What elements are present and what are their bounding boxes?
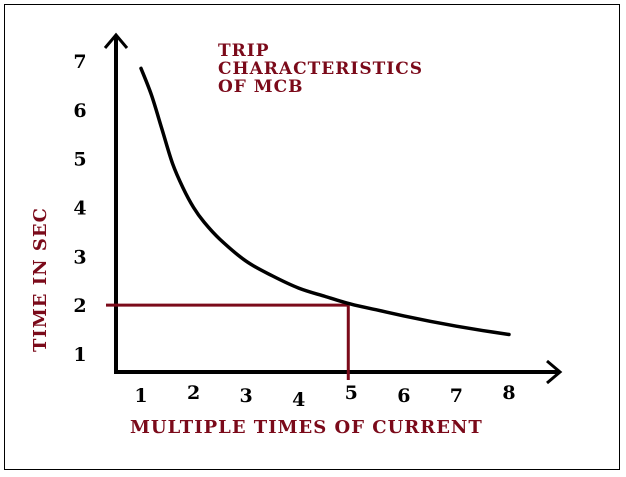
x-tick-label-8: 8: [502, 382, 515, 404]
x-tick-label-2: 2: [187, 382, 200, 404]
y-tick-label-3: 3: [73, 246, 86, 268]
y-tick-label-2: 2: [73, 295, 86, 317]
x-tick-label-7: 7: [450, 385, 463, 407]
x-tick-label-4: 4: [292, 389, 305, 411]
y-tick-label-4: 4: [73, 198, 86, 220]
y-tick-label-1: 1: [73, 344, 86, 366]
x-tick-label-5: 5: [345, 382, 358, 404]
y-tick-label-5: 5: [73, 149, 86, 171]
chart-frame: [4, 4, 620, 470]
x-tick-label-3: 3: [240, 385, 253, 407]
chart-title: TRIP CHARACTERISTICS OF MCB: [218, 41, 423, 97]
y-tick-label-7: 7: [73, 51, 86, 73]
trip-curve-line-0: [139, 66, 511, 337]
chart-title-line-3: OF MCB: [218, 77, 304, 97]
x-axis-label: MULTIPLE TIMES OF CURRENT: [130, 417, 483, 438]
x-tick-label-6: 6: [397, 385, 410, 407]
chart-title-line-2: CHARACTERISTICS: [218, 59, 423, 79]
y-axis-arrow: [103, 32, 129, 49]
y-axis-label: TIME IN SEC: [30, 207, 51, 352]
chart-title-line-1: TRIP: [218, 41, 270, 61]
y-tick-label-6: 6: [73, 100, 86, 122]
x-axis-arrow: [546, 359, 563, 385]
x-tick-label-1: 1: [134, 385, 147, 407]
